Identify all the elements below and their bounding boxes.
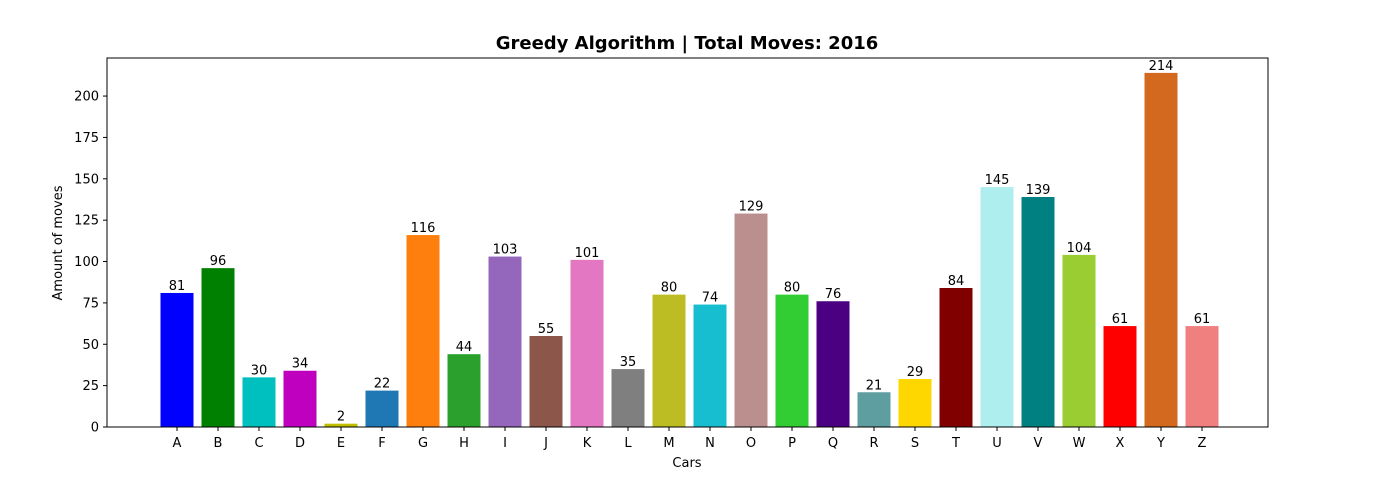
bar-M: [652, 294, 686, 427]
x-tick-label: Z: [1198, 436, 1207, 451]
bar-U: [980, 187, 1014, 427]
x-tick-label: R: [869, 436, 878, 451]
y-tick-label: 100: [74, 255, 99, 270]
x-tick-label: J: [543, 436, 548, 451]
bar-value-label: 22: [374, 377, 391, 392]
x-tick-label: I: [503, 436, 507, 451]
x-tick-label: G: [418, 436, 428, 451]
y-tick-label: 200: [74, 90, 99, 105]
bar-value-label: 55: [538, 322, 555, 337]
bar-value-label: 96: [210, 254, 227, 269]
x-tick-label: W: [1073, 436, 1086, 451]
bar-value-label: 61: [1112, 312, 1129, 327]
bar-value-label: 34: [292, 357, 309, 372]
bar-J: [529, 335, 563, 427]
x-tick-label: U: [992, 436, 1002, 451]
bar-value-label: 80: [784, 281, 801, 296]
bar-C: [242, 377, 276, 427]
bar-value-label: 61: [1194, 312, 1211, 327]
y-tick-label: 0: [91, 421, 99, 436]
bar-V: [1021, 196, 1055, 427]
bars-group: [160, 72, 1219, 427]
bar-value-label: 80: [661, 281, 678, 296]
bar-R: [857, 392, 891, 427]
y-tick-label: 175: [74, 131, 99, 146]
y-tick-label: 125: [74, 214, 99, 229]
x-tick-label: M: [663, 436, 674, 451]
bar-A: [160, 292, 194, 427]
chart-title: Greedy Algorithm | Total Moves: 2016: [496, 33, 879, 54]
bar-H: [447, 354, 481, 427]
bar-D: [283, 370, 317, 427]
bar-value-label: 145: [985, 173, 1010, 188]
bar-Z: [1185, 326, 1219, 427]
x-tick-label: N: [705, 436, 715, 451]
bar-B: [201, 268, 235, 427]
x-axis-label: Cars: [672, 456, 701, 471]
bar-value-label: 81: [169, 279, 186, 294]
bar-W: [1062, 254, 1096, 427]
x-tick-label: C: [254, 436, 263, 451]
x-tick-label: E: [337, 436, 345, 451]
x-tick-label: H: [459, 436, 469, 451]
bar-value-label: 139: [1026, 183, 1051, 198]
bar-O: [734, 213, 768, 427]
y-tick-label: 150: [74, 172, 99, 187]
bar-E: [324, 423, 358, 427]
bar-T: [939, 288, 973, 427]
bar-value-label: 30: [251, 363, 268, 378]
bar-F: [365, 390, 399, 427]
bar-value-label: 104: [1067, 241, 1092, 256]
y-tick-label: 50: [82, 338, 99, 353]
bar-value-label: 44: [456, 340, 473, 355]
bar-value-label: 35: [620, 355, 637, 370]
plot-area-frame: [106, 57, 1269, 428]
x-tick-label: F: [378, 436, 385, 451]
bar-N: [693, 304, 727, 427]
bar-value-label: 76: [825, 287, 842, 302]
bar-X: [1103, 326, 1137, 427]
bar-value-label: 101: [575, 246, 600, 261]
y-tick-label: 25: [82, 379, 99, 394]
x-tick-label: S: [911, 436, 919, 451]
bar-S: [898, 379, 932, 427]
x-tick-label: X: [1116, 436, 1125, 451]
x-tick-label: Y: [1156, 436, 1165, 451]
bar-Y: [1144, 72, 1178, 427]
x-tick-label: D: [295, 436, 305, 451]
bar-value-label: 21: [866, 378, 883, 393]
bar-I: [488, 256, 522, 427]
bar-value-label: 103: [493, 243, 518, 258]
x-axis: A B C D E F G H I J K L M N O P Q R S T U V W X Y Z: [173, 427, 1207, 451]
bar-value-label: 116: [411, 221, 436, 236]
x-tick-label: A: [173, 436, 182, 451]
x-tick-label: Q: [828, 436, 838, 451]
x-tick-label: K: [583, 436, 592, 451]
x-tick-label: T: [951, 436, 960, 451]
x-tick-label: O: [746, 436, 756, 451]
bar-L: [611, 369, 645, 427]
y-axis-label: Amount of moves: [51, 185, 66, 300]
bar-P: [775, 294, 809, 427]
y-axis: 0 25 50 75 100 125 150 175 200: [74, 90, 107, 436]
bar-value-label: 2: [337, 410, 345, 425]
bar-value-label: 129: [739, 200, 764, 215]
bar-value-label: 84: [948, 274, 965, 289]
x-tick-label: V: [1034, 436, 1043, 451]
bar-K: [570, 259, 604, 427]
bar-Q: [816, 301, 850, 427]
x-tick-label: L: [624, 436, 632, 451]
bar-value-label: 29: [907, 365, 924, 380]
bar-value-label: 74: [702, 291, 719, 306]
x-tick-label: P: [788, 436, 796, 451]
bar-G: [406, 235, 440, 427]
x-tick-label: B: [214, 436, 223, 451]
bar-value-label: 214: [1149, 59, 1174, 74]
y-tick-label: 75: [82, 296, 99, 311]
